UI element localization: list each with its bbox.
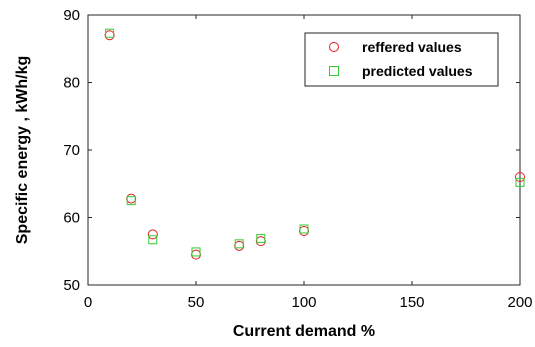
- y-tick-label: 70: [63, 142, 80, 159]
- predicted-point: [148, 235, 158, 245]
- predicted-point: [191, 247, 201, 257]
- y-tick-label: 80: [63, 75, 80, 92]
- legend-box: [304, 32, 499, 87]
- x-tick-label: 50: [188, 294, 205, 311]
- reffered-point: [147, 229, 158, 240]
- predicted-point: [299, 224, 309, 234]
- predicted-point: [105, 28, 115, 38]
- y-tick-label: 60: [63, 210, 80, 227]
- reffered-point: [515, 172, 525, 182]
- y-tick-label: 90: [63, 7, 80, 24]
- y-axis-title: Specific energy , kWh/kg: [14, 56, 31, 245]
- legend-marker-reffered: [329, 42, 339, 52]
- legend-label-predicted: predicted values: [362, 63, 473, 79]
- x-tick-label: 200: [507, 294, 532, 311]
- y-tick-label: 50: [63, 277, 80, 294]
- legend-marker-predicted: [329, 66, 339, 76]
- predicted-point: [515, 177, 525, 187]
- x-axis-title: Current demand %: [233, 323, 375, 340]
- x-tick-label: 0: [84, 294, 92, 311]
- x-tick-label: 100: [291, 294, 316, 311]
- data-points: [104, 28, 525, 260]
- legend: reffered values predicted values: [304, 32, 499, 87]
- predicted-point: [256, 233, 266, 243]
- x-tick-label: 150: [399, 294, 424, 311]
- legend-label-reffered: reffered values: [362, 39, 462, 55]
- predicted-point: [126, 196, 136, 206]
- predicted-point: [234, 239, 244, 249]
